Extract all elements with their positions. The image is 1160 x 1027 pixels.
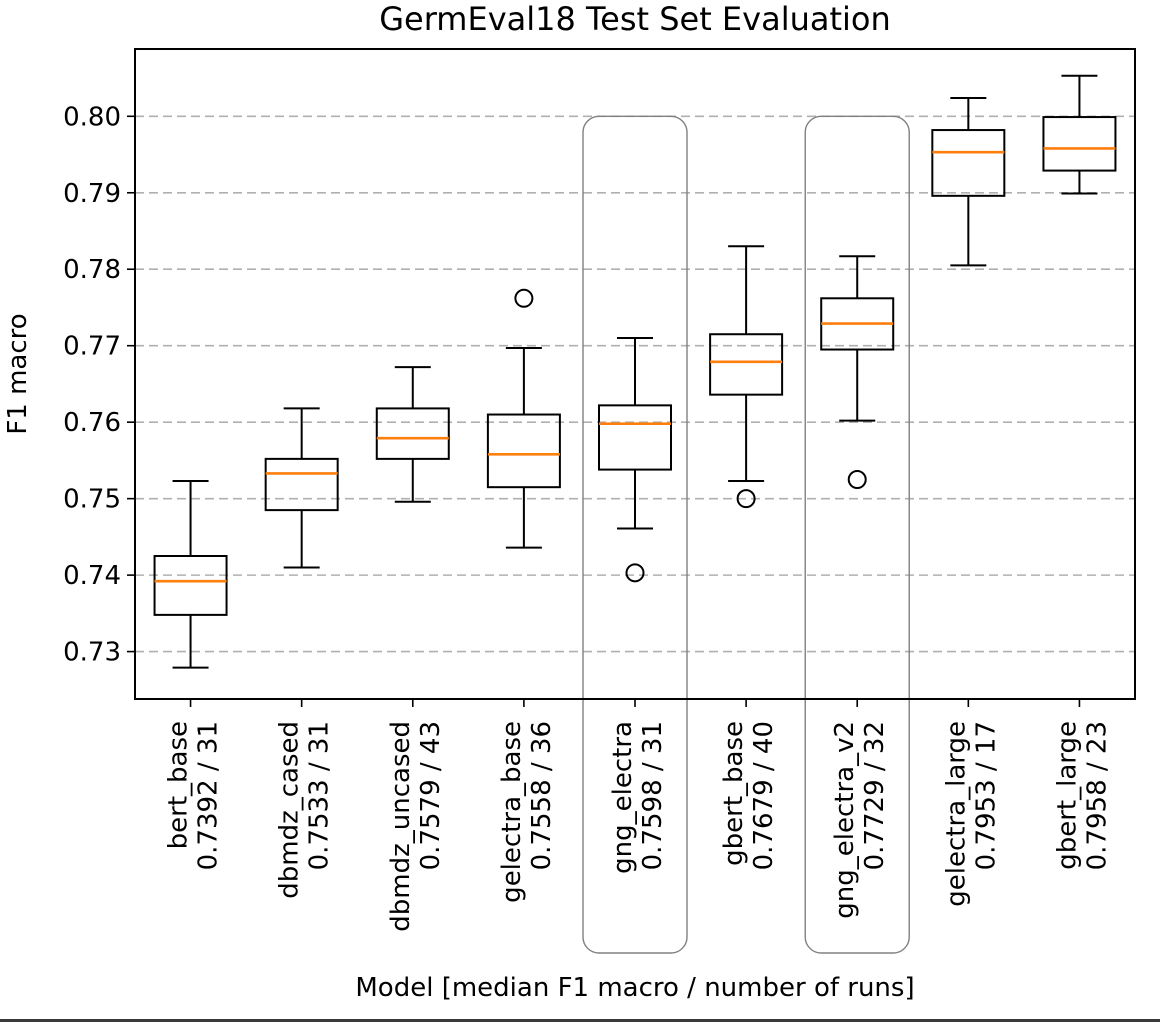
x-tick-label: gng_electra0.7598 / 31 xyxy=(608,721,668,874)
x-axis-label: Model [median F1 macro / number of runs] xyxy=(355,973,914,1003)
x-axis: bert_base0.7392 / 31 dbmdz_cased0.7533 / … xyxy=(164,699,1112,932)
outlier-point xyxy=(736,489,756,509)
y-tick-label: 0.80 xyxy=(63,102,121,132)
y-axis-label: F1 macro xyxy=(3,313,33,434)
x-tick-label: dbmdz_uncased0.7579 / 43 xyxy=(386,721,446,932)
box-iqr xyxy=(375,407,450,460)
outlier-point xyxy=(847,470,867,490)
x-tick-label: bert_base0.7392 / 31 xyxy=(164,721,224,870)
box-gbert_large xyxy=(1042,74,1117,195)
x-tick-label-model: dbmdz_cased xyxy=(275,721,305,899)
x-tick-label-stats: 0.7533 / 31 xyxy=(305,721,335,870)
y-tick-label: 0.77 xyxy=(63,332,121,362)
x-tick-label: gbert_large0.7958 / 23 xyxy=(1052,721,1112,870)
x-tick-label-stats: 0.7558 / 36 xyxy=(527,721,557,870)
x-tick-label-model: gelectra_base xyxy=(497,721,527,903)
box-gng_electra_v2 xyxy=(820,255,895,490)
y-axis: 0.73 0.74 0.75 0.76 0.77 0.78 0.79 0.80 xyxy=(63,102,135,668)
box-iqr xyxy=(931,129,1006,197)
x-tick-label-stats: 0.7953 / 17 xyxy=(971,721,1001,870)
outlier-point xyxy=(514,288,534,308)
box-gng_electra xyxy=(598,337,672,583)
box-dbmdz_cased xyxy=(264,407,339,569)
x-tick-label-stats: 0.7679 / 40 xyxy=(749,721,779,870)
x-tick-label-stats: 0.7579 / 43 xyxy=(416,721,446,870)
y-tick-label: 0.76 xyxy=(63,408,121,438)
x-tick-label-model: gbert_large xyxy=(1052,721,1082,870)
box-iqr xyxy=(264,457,339,512)
y-tick-label: 0.73 xyxy=(63,638,121,668)
box-dbmdz_uncased xyxy=(375,366,450,503)
outlier-point xyxy=(625,563,645,583)
x-tick-label-stats: 0.7598 / 31 xyxy=(638,721,668,870)
x-tick-label-model: gelectra_large xyxy=(941,721,971,907)
box-iqr xyxy=(486,413,561,489)
x-tick-label: gng_electra_v20.7729 / 32 xyxy=(830,721,890,919)
y-tick-label: 0.74 xyxy=(63,561,121,591)
x-tick-label: gbert_base0.7679 / 40 xyxy=(719,721,779,870)
x-tick-label: gelectra_base0.7558 / 36 xyxy=(497,721,557,903)
highlight-boxes xyxy=(582,115,910,954)
chart-title: GermEval18 Test Set Evaluation xyxy=(379,0,891,38)
x-tick-label-model: dbmdz_uncased xyxy=(386,721,416,932)
box-iqr xyxy=(598,404,672,471)
y-tick-label: 0.78 xyxy=(63,255,121,285)
y-tick-label: 0.79 xyxy=(63,179,121,209)
x-tick-label-model: gng_electra_v2 xyxy=(830,721,860,919)
y-tick-label: 0.75 xyxy=(63,485,121,515)
x-tick-label-stats: 0.7729 / 32 xyxy=(860,721,890,870)
x-tick-label-model: gbert_base xyxy=(719,721,749,866)
box-iqr xyxy=(1042,116,1117,172)
x-tick-label-stats: 0.7392 / 31 xyxy=(194,721,224,870)
box-gelectra_large xyxy=(931,96,1006,267)
window-bottom-border xyxy=(0,1019,1160,1022)
x-tick-label-model: bert_base xyxy=(164,721,194,849)
highlight-box xyxy=(582,115,688,954)
box-iqr xyxy=(153,555,228,616)
x-tick-label: dbmdz_cased0.7533 / 31 xyxy=(275,721,335,899)
box-iqr xyxy=(709,333,784,396)
x-tick-label-stats: 0.7958 / 23 xyxy=(1082,721,1112,870)
highlight-box xyxy=(804,115,910,954)
box-gelectra_base xyxy=(486,288,561,549)
box-gbert_base xyxy=(709,245,784,509)
x-tick-label: gelectra_large0.7953 / 17 xyxy=(941,721,1001,907)
box-bert_base xyxy=(153,480,228,669)
boxes xyxy=(153,74,1117,669)
x-tick-label-model: gng_electra xyxy=(608,721,638,874)
